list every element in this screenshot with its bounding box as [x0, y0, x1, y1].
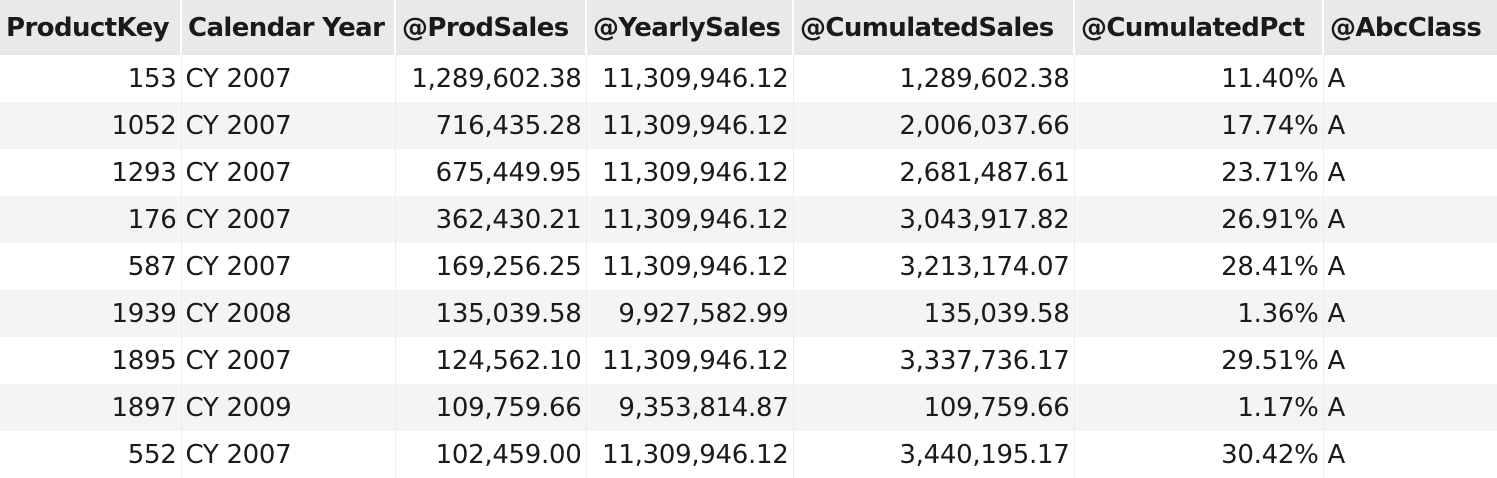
column-header-prodsales[interactable]: @ProdSales	[395, 0, 587, 55]
cell-yearlysales[interactable]: 9,927,582.99	[586, 290, 794, 337]
cell-yearlysales[interactable]: 9,353,814.87	[586, 384, 794, 431]
cell-calendar-year[interactable]: CY 2007	[181, 55, 396, 102]
cell-calendar-year[interactable]: CY 2007	[181, 196, 396, 243]
cell-cumulatedpct[interactable]: 30.42%	[1074, 431, 1324, 478]
cell-calendar-year[interactable]: CY 2009	[181, 384, 396, 431]
header-row: ProductKey Calendar Year @ProdSales @Yea…	[0, 0, 1497, 55]
cell-cumulatedsales[interactable]: 2,681,487.61	[793, 149, 1075, 196]
cell-productkey[interactable]: 1897	[0, 384, 182, 431]
cell-cumulatedsales[interactable]: 109,759.66	[793, 384, 1075, 431]
table-row[interactable]: 176 CY 2007 362,430.21 11,309,946.12 3,0…	[0, 196, 1497, 243]
cell-yearlysales[interactable]: 11,309,946.12	[586, 149, 794, 196]
cell-cumulatedpct[interactable]: 26.91%	[1074, 196, 1324, 243]
cell-prodsales[interactable]: 716,435.28	[395, 102, 587, 149]
cell-cumulatedpct[interactable]: 17.74%	[1074, 102, 1324, 149]
cell-prodsales[interactable]: 675,449.95	[395, 149, 587, 196]
table-row[interactable]: 153 CY 2007 1,289,602.38 11,309,946.12 1…	[0, 55, 1497, 102]
cell-cumulatedpct[interactable]: 28.41%	[1074, 243, 1324, 290]
cell-yearlysales[interactable]: 11,309,946.12	[586, 196, 794, 243]
cell-yearlysales[interactable]: 11,309,946.12	[586, 337, 794, 384]
cell-abcclass[interactable]: A	[1323, 384, 1497, 431]
cell-prodsales[interactable]: 135,039.58	[395, 290, 587, 337]
cell-abcclass[interactable]: A	[1323, 55, 1497, 102]
cell-abcclass[interactable]: A	[1323, 290, 1497, 337]
cell-yearlysales[interactable]: 11,309,946.12	[586, 431, 794, 478]
cell-calendar-year[interactable]: CY 2007	[181, 102, 396, 149]
cell-cumulatedsales[interactable]: 135,039.58	[793, 290, 1075, 337]
cell-abcclass[interactable]: A	[1323, 243, 1497, 290]
cell-productkey[interactable]: 176	[0, 196, 182, 243]
cell-calendar-year[interactable]: CY 2007	[181, 149, 396, 196]
column-header-yearlysales[interactable]: @YearlySales	[586, 0, 794, 55]
cell-abcclass[interactable]: A	[1323, 196, 1497, 243]
cell-abcclass[interactable]: A	[1323, 337, 1497, 384]
cell-cumulatedpct[interactable]: 23.71%	[1074, 149, 1324, 196]
column-header-cumulatedsales[interactable]: @CumulatedSales	[793, 0, 1075, 55]
cell-prodsales[interactable]: 169,256.25	[395, 243, 587, 290]
cell-cumulatedsales[interactable]: 3,213,174.07	[793, 243, 1075, 290]
cell-calendar-year[interactable]: CY 2008	[181, 290, 396, 337]
column-header-abcclass[interactable]: @AbcClass	[1323, 0, 1497, 55]
table-body: 153 CY 2007 1,289,602.38 11,309,946.12 1…	[0, 55, 1497, 478]
table-row[interactable]: 1052 CY 2007 716,435.28 11,309,946.12 2,…	[0, 102, 1497, 149]
column-header-calendar-year[interactable]: Calendar Year	[181, 0, 396, 55]
table-row[interactable]: 587 CY 2007 169,256.25 11,309,946.12 3,2…	[0, 243, 1497, 290]
cell-calendar-year[interactable]: CY 2007	[181, 337, 396, 384]
cell-cumulatedsales[interactable]: 3,337,736.17	[793, 337, 1075, 384]
column-header-cumulatedpct[interactable]: @CumulatedPct	[1074, 0, 1324, 55]
cell-cumulatedpct[interactable]: 1.36%	[1074, 290, 1324, 337]
cell-cumulatedpct[interactable]: 11.40%	[1074, 55, 1324, 102]
cell-cumulatedsales[interactable]: 1,289,602.38	[793, 55, 1075, 102]
cell-abcclass[interactable]: A	[1323, 431, 1497, 478]
cell-cumulatedsales[interactable]: 3,440,195.17	[793, 431, 1075, 478]
table-row[interactable]: 1897 CY 2009 109,759.66 9,353,814.87 109…	[0, 384, 1497, 431]
cell-prodsales[interactable]: 1,289,602.38	[395, 55, 587, 102]
cell-prodsales[interactable]: 124,562.10	[395, 337, 587, 384]
cell-productkey[interactable]: 1052	[0, 102, 182, 149]
cell-cumulatedpct[interactable]: 1.17%	[1074, 384, 1324, 431]
cell-cumulatedsales[interactable]: 2,006,037.66	[793, 102, 1075, 149]
cell-prodsales[interactable]: 102,459.00	[395, 431, 587, 478]
cell-yearlysales[interactable]: 11,309,946.12	[586, 102, 794, 149]
cell-yearlysales[interactable]: 11,309,946.12	[586, 243, 794, 290]
cell-productkey[interactable]: 1939	[0, 290, 182, 337]
cell-calendar-year[interactable]: CY 2007	[181, 243, 396, 290]
table-row[interactable]: 1939 CY 2008 135,039.58 9,927,582.99 135…	[0, 290, 1497, 337]
cell-calendar-year[interactable]: CY 2007	[181, 431, 396, 478]
cell-productkey[interactable]: 1895	[0, 337, 182, 384]
cell-prodsales[interactable]: 109,759.66	[395, 384, 587, 431]
cell-productkey[interactable]: 552	[0, 431, 182, 478]
table-row[interactable]: 1293 CY 2007 675,449.95 11,309,946.12 2,…	[0, 149, 1497, 196]
cell-productkey[interactable]: 153	[0, 55, 182, 102]
cell-productkey[interactable]: 1293	[0, 149, 182, 196]
cell-abcclass[interactable]: A	[1323, 149, 1497, 196]
cell-prodsales[interactable]: 362,430.21	[395, 196, 587, 243]
cell-cumulatedsales[interactable]: 3,043,917.82	[793, 196, 1075, 243]
cell-cumulatedpct[interactable]: 29.51%	[1074, 337, 1324, 384]
cell-abcclass[interactable]: A	[1323, 102, 1497, 149]
cell-productkey[interactable]: 587	[0, 243, 182, 290]
column-header-productkey[interactable]: ProductKey	[0, 0, 182, 55]
cell-yearlysales[interactable]: 11,309,946.12	[586, 55, 794, 102]
table-row[interactable]: 552 CY 2007 102,459.00 11,309,946.12 3,4…	[0, 431, 1497, 478]
table-row[interactable]: 1895 CY 2007 124,562.10 11,309,946.12 3,…	[0, 337, 1497, 384]
